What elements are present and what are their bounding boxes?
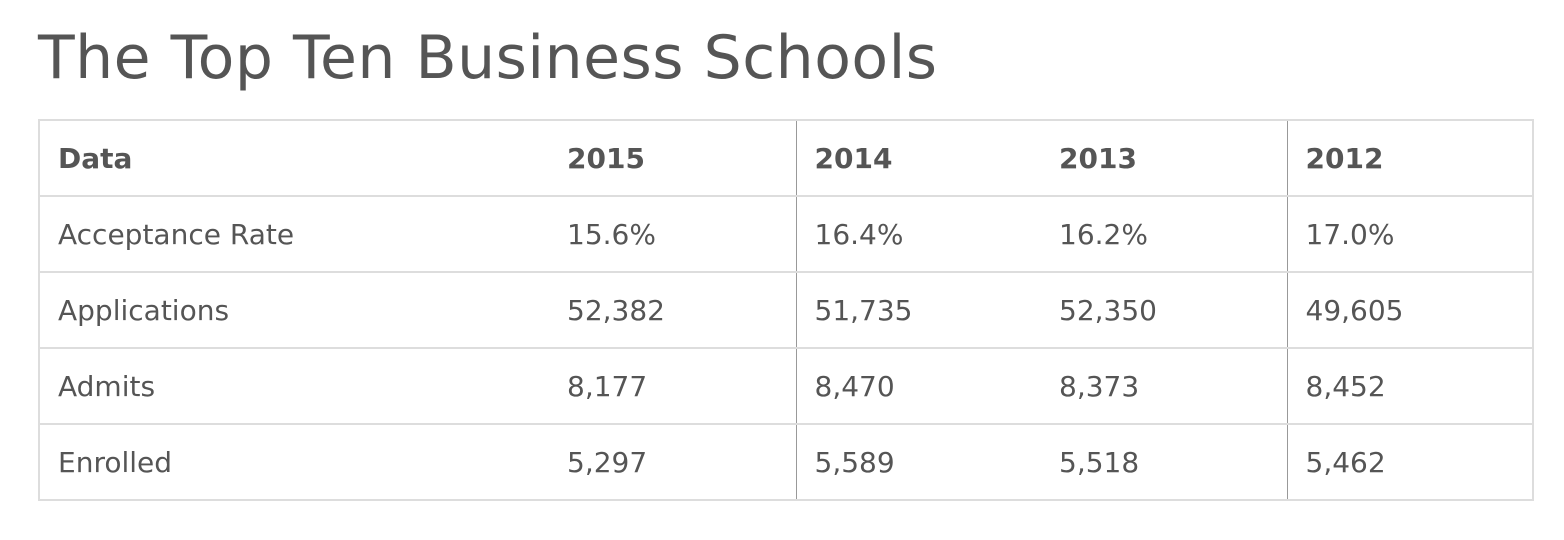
row-label: Acceptance Rate	[39, 195, 549, 272]
data-cell: 5,462	[1286, 423, 1533, 500]
page-title: The Top Ten Business Schools	[38, 23, 938, 93]
header-cell: 2012	[1286, 119, 1533, 196]
table-row: Enrolled 5,297 5,589 5,518 5,462	[39, 423, 1533, 500]
data-cell: 52,350	[1041, 271, 1287, 348]
data-cell: 52,382	[549, 271, 796, 348]
row-label: Admits	[39, 347, 549, 424]
data-cell: 8,177	[549, 347, 796, 424]
data-cell: 8,373	[1041, 347, 1287, 424]
data-cell: 51,735	[795, 271, 1041, 348]
table-row: Applications 52,382 51,735 52,350 49,605	[39, 271, 1533, 348]
data-cell: 8,452	[1286, 347, 1533, 424]
table-row: Admits 8,177 8,470 8,373 8,452	[39, 347, 1533, 424]
data-cell: 8,470	[795, 347, 1041, 424]
row-label: Applications	[39, 271, 549, 348]
header-row: Data 2015 2014 2013 2012	[39, 119, 1533, 196]
data-cell: 49,605	[1286, 271, 1533, 348]
data-cell: 17.0%	[1286, 195, 1533, 272]
data-cell: 5,297	[549, 423, 796, 500]
header-cell: 2014	[795, 119, 1041, 196]
header-cell: 2015	[549, 119, 796, 196]
data-cell: 16.2%	[1041, 195, 1287, 272]
data-cell: 16.4%	[795, 195, 1041, 272]
table-row: Acceptance Rate 15.6% 16.4% 16.2% 17.0%	[39, 195, 1533, 272]
header-cell: Data	[39, 119, 549, 196]
data-cell: 15.6%	[549, 195, 796, 272]
data-cell: 5,518	[1041, 423, 1287, 500]
header-cell: 2013	[1041, 119, 1287, 196]
data-cell: 5,589	[795, 423, 1041, 500]
row-label: Enrolled	[39, 423, 549, 500]
data-table: Data 2015 2014 2013 2012 Acceptance Rate 15.6…	[38, 119, 1534, 501]
